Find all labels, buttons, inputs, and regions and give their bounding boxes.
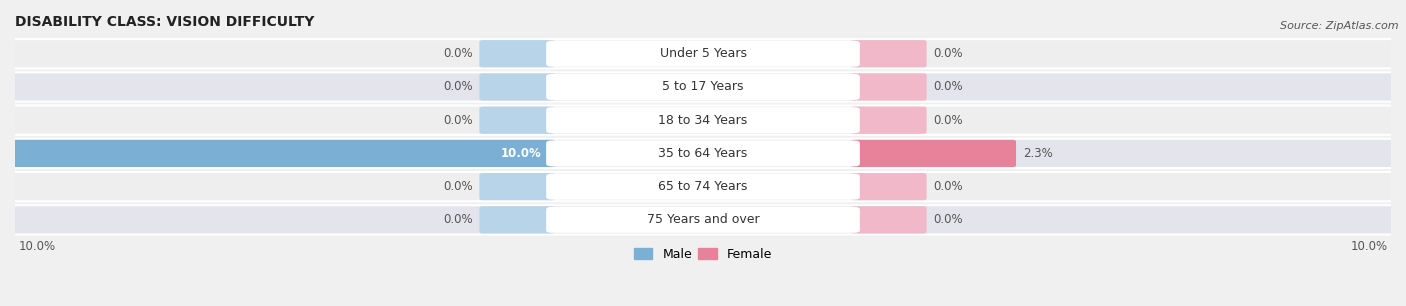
Text: 2.3%: 2.3% <box>1024 147 1053 160</box>
FancyBboxPatch shape <box>546 174 860 200</box>
Text: 35 to 64 Years: 35 to 64 Years <box>658 147 748 160</box>
FancyBboxPatch shape <box>479 173 555 200</box>
Text: 75 Years and over: 75 Years and over <box>647 213 759 226</box>
Text: Under 5 Years: Under 5 Years <box>659 47 747 60</box>
Legend: Male, Female: Male, Female <box>628 243 778 266</box>
Text: 0.0%: 0.0% <box>934 114 963 127</box>
FancyBboxPatch shape <box>546 74 860 100</box>
FancyBboxPatch shape <box>851 106 927 134</box>
Text: 0.0%: 0.0% <box>443 180 472 193</box>
Text: 0.0%: 0.0% <box>934 80 963 93</box>
FancyBboxPatch shape <box>479 106 555 134</box>
FancyBboxPatch shape <box>546 107 860 133</box>
FancyBboxPatch shape <box>10 139 1396 168</box>
Text: 0.0%: 0.0% <box>443 114 472 127</box>
FancyBboxPatch shape <box>546 207 860 233</box>
FancyBboxPatch shape <box>851 173 927 200</box>
Text: 10.0%: 10.0% <box>1350 241 1388 253</box>
FancyBboxPatch shape <box>10 205 1396 234</box>
Text: Source: ZipAtlas.com: Source: ZipAtlas.com <box>1281 21 1399 32</box>
FancyBboxPatch shape <box>851 40 927 67</box>
Text: 65 to 74 Years: 65 to 74 Years <box>658 180 748 193</box>
Text: 10.0%: 10.0% <box>501 147 541 160</box>
Text: 10.0%: 10.0% <box>18 241 56 253</box>
Text: 18 to 34 Years: 18 to 34 Years <box>658 114 748 127</box>
FancyBboxPatch shape <box>851 140 1017 167</box>
Text: 0.0%: 0.0% <box>934 180 963 193</box>
FancyBboxPatch shape <box>0 140 555 167</box>
FancyBboxPatch shape <box>479 73 555 101</box>
FancyBboxPatch shape <box>851 73 927 101</box>
Text: 5 to 17 Years: 5 to 17 Years <box>662 80 744 93</box>
FancyBboxPatch shape <box>479 40 555 67</box>
Text: DISABILITY CLASS: VISION DIFFICULTY: DISABILITY CLASS: VISION DIFFICULTY <box>15 15 315 29</box>
FancyBboxPatch shape <box>851 206 927 233</box>
FancyBboxPatch shape <box>10 72 1396 102</box>
Text: 0.0%: 0.0% <box>443 80 472 93</box>
Text: 0.0%: 0.0% <box>934 213 963 226</box>
Text: 0.0%: 0.0% <box>443 47 472 60</box>
FancyBboxPatch shape <box>10 172 1396 201</box>
Text: 0.0%: 0.0% <box>934 47 963 60</box>
FancyBboxPatch shape <box>10 39 1396 68</box>
Text: 0.0%: 0.0% <box>443 213 472 226</box>
FancyBboxPatch shape <box>10 106 1396 135</box>
FancyBboxPatch shape <box>479 206 555 233</box>
FancyBboxPatch shape <box>546 140 860 166</box>
FancyBboxPatch shape <box>546 41 860 67</box>
